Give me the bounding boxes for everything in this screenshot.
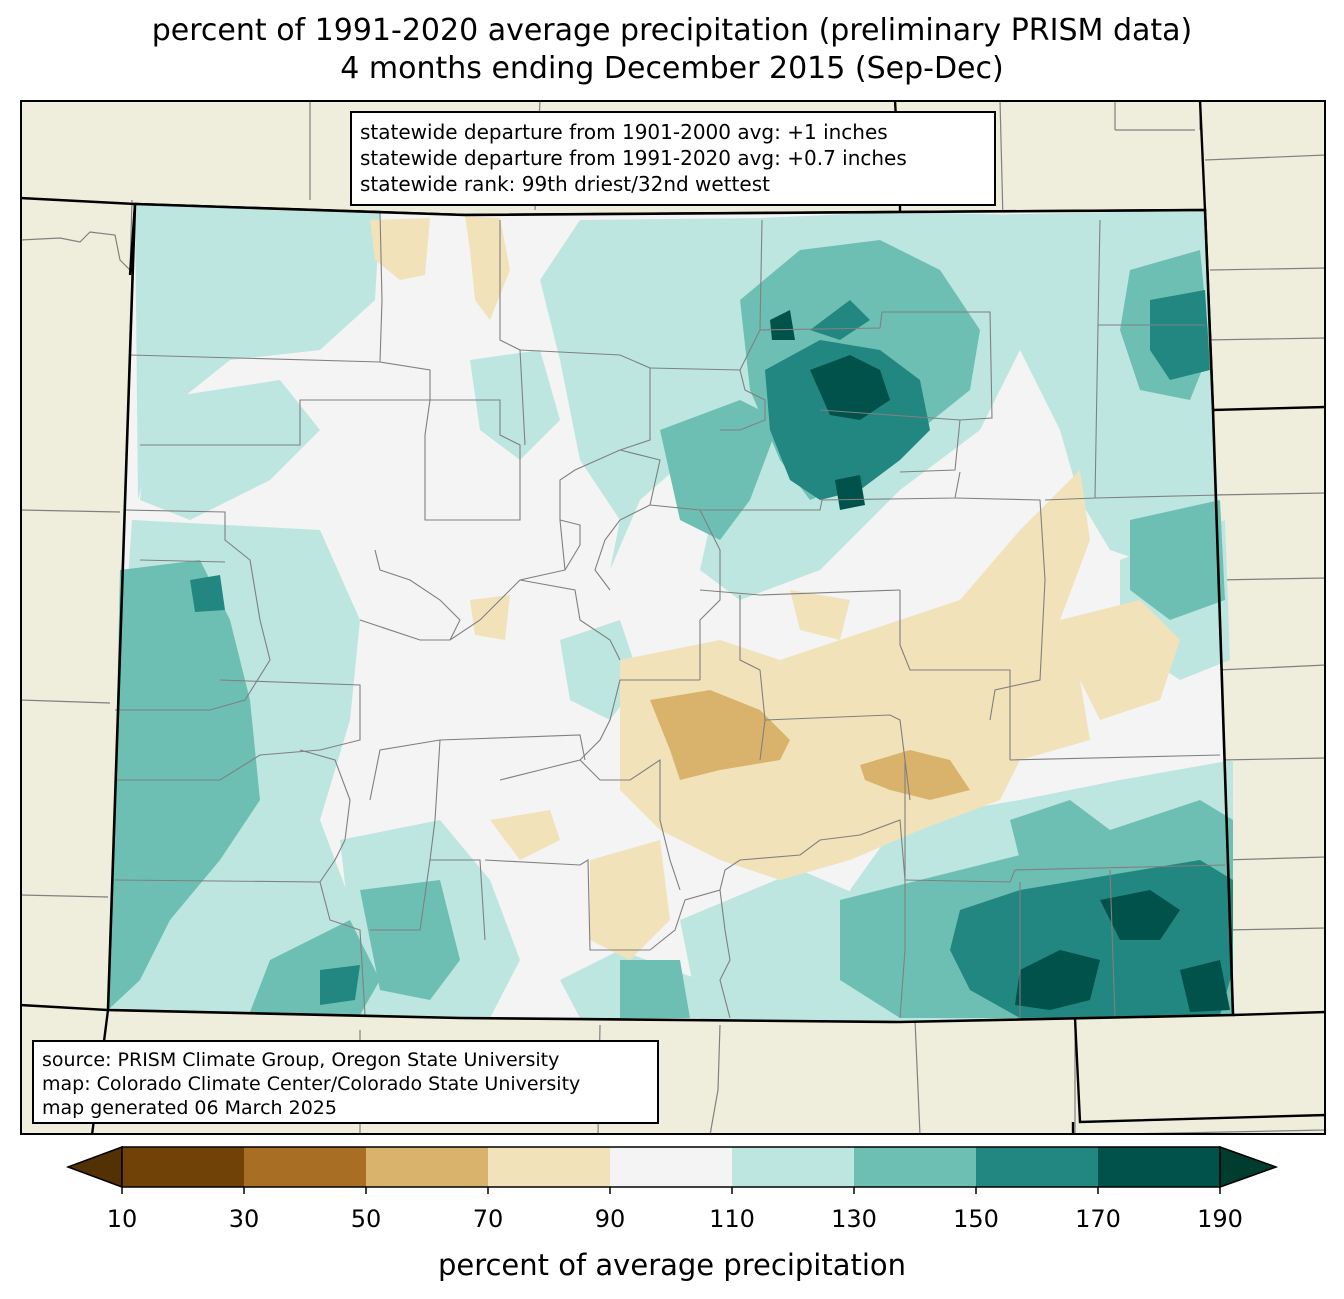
colorbar-bin-130-150 bbox=[854, 1147, 976, 1187]
county-lines bbox=[114, 211, 1226, 1019]
colorbar-bin-70-90 bbox=[488, 1147, 610, 1187]
colorbar-bin-90-110 bbox=[610, 1147, 732, 1187]
stats-departure-1991-2020: statewide departure from 1991-2020 avg: … bbox=[360, 146, 907, 170]
source-line: source: PRISM Climate Group, Oregon Stat… bbox=[42, 1049, 560, 1071]
precip-70-90-regions bbox=[370, 216, 1180, 960]
colorbar-tick-label: 50 bbox=[351, 1205, 382, 1233]
source-credit-box: source: PRISM Climate Group, Oregon Stat… bbox=[32, 1040, 659, 1124]
generated-date-line: map generated 06 March 2025 bbox=[42, 1097, 337, 1119]
colorbar-legend: 10 30 50 70 90 110 130 150 170 190 percent of ave… bbox=[60, 1140, 1290, 1290]
colorbar-outline bbox=[121, 1146, 1221, 1188]
colorbar-bin-170-190 bbox=[1098, 1147, 1220, 1187]
title-line-2: 4 months ending December 2015 (Sep-Dec) bbox=[340, 51, 1004, 86]
colorbar-tick-label: 190 bbox=[1197, 1205, 1243, 1233]
map-credit-line: map: Colorado Climate Center/Colorado St… bbox=[42, 1073, 581, 1095]
precipitation-map bbox=[20, 100, 1326, 1135]
colorado-border bbox=[106, 202, 1235, 1024]
colorbar-bin-10-30 bbox=[122, 1147, 244, 1187]
stats-departure-1901-2000: statewide departure from 1901-2000 avg: … bbox=[360, 120, 888, 144]
colorbar-tick-label: 90 bbox=[595, 1205, 626, 1233]
colorbar-under-arrow bbox=[65, 1145, 123, 1189]
colorbar-bin-30-50 bbox=[244, 1147, 366, 1187]
colorbar-tick-label: 70 bbox=[473, 1205, 504, 1233]
map-frame-border bbox=[20, 100, 1326, 1135]
colorbar-bin-110-130 bbox=[732, 1147, 854, 1187]
colorbar-svg: 10 30 50 70 90 110 130 150 170 190 percent of ave… bbox=[65, 1145, 1279, 1282]
map-title: percent of 1991-2020 average precipitati… bbox=[0, 12, 1344, 88]
colorbar-title: percent of average precipitation bbox=[438, 1248, 906, 1282]
statewide-stats-box: statewide departure from 1901-2000 avg: … bbox=[350, 111, 996, 206]
colorbar-tick-label: 30 bbox=[229, 1205, 260, 1233]
map-panel bbox=[20, 100, 1326, 1135]
precip-50-70-regions bbox=[650, 690, 970, 800]
colorbar-tick-label: 130 bbox=[831, 1205, 877, 1233]
stats-rank: statewide rank: 99th driest/32nd wettest bbox=[360, 172, 770, 196]
colorbar-tick-label: 150 bbox=[953, 1205, 999, 1233]
colorbar-tick-label: 110 bbox=[709, 1205, 755, 1233]
colorbar-over-arrow bbox=[1219, 1145, 1279, 1189]
title-line-1: percent of 1991-2020 average precipitati… bbox=[151, 13, 1193, 48]
colorbar-tick-label: 170 bbox=[1075, 1205, 1121, 1233]
precip-170-190-regions bbox=[770, 310, 1230, 1012]
colorbar-tick-label: 10 bbox=[107, 1205, 138, 1233]
colorbar-bin-50-70 bbox=[366, 1147, 488, 1187]
colorbar-bin-150-170 bbox=[976, 1147, 1098, 1187]
